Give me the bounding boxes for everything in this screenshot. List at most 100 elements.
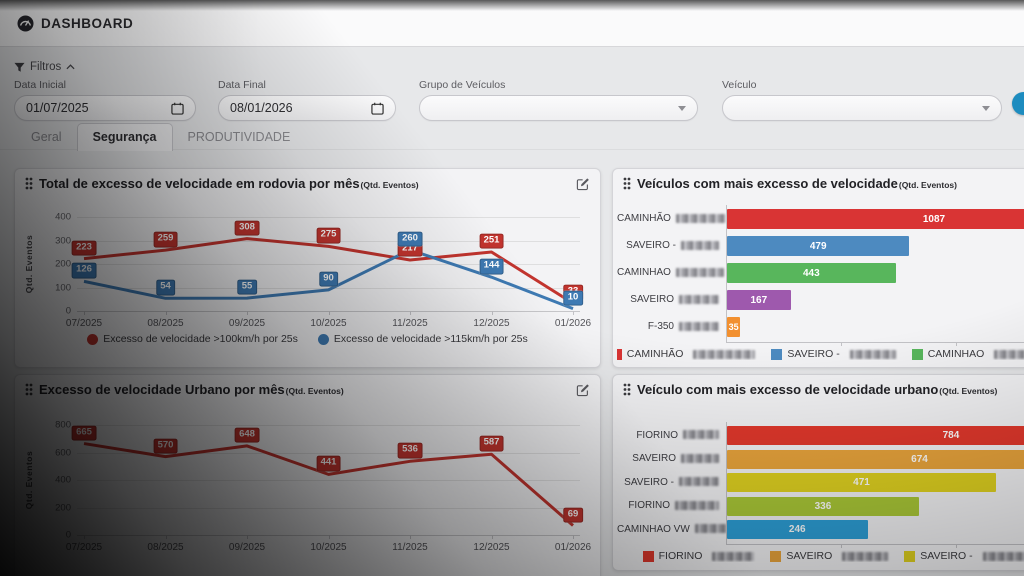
vehicle-group-select[interactable]: [419, 95, 698, 121]
edit-chart-button[interactable]: [576, 177, 590, 191]
bar-category-prefix: CAMINHAO: [617, 267, 671, 278]
legend-swatch: [642, 550, 654, 562]
bar: 443: [727, 263, 896, 283]
bar-value-label: 674: [911, 453, 928, 465]
redacted-text: [712, 551, 755, 561]
bar-category-label: SAVEIRO: [617, 294, 719, 305]
bar-value-label: 784: [942, 430, 960, 441]
bar-category-label: SAVEIRO -: [617, 477, 719, 488]
data-point-label: 251: [479, 233, 504, 249]
data-point-label: 259: [153, 231, 178, 248]
bar-category-label: FIORINO: [617, 500, 719, 511]
date-end-value: 08/01/2026: [230, 101, 293, 115]
bar-category-prefix: F-350: [647, 321, 674, 332]
bar-category-label: SAVEIRO -: [617, 240, 719, 251]
chart-legend: Excesso de velocidade >100km/h por 25s Ex…: [19, 333, 596, 345]
date-end-input[interactable]: 08/01/2026: [218, 95, 396, 121]
bar: 674: [727, 449, 1024, 469]
x-axis-tick-label: 07/2025: [65, 318, 103, 329]
chart-title: Veículo com mais excesso de velocidade u…: [637, 382, 939, 397]
bar-x-axis: [726, 544, 1024, 545]
vehicle-group-label: Grupo de Veículos: [419, 79, 506, 91]
vehicle-select[interactable]: [722, 95, 1002, 121]
line-chart-urbano: 0 200 400 600 800 Qtd. Eventos 07/2025 08/2025 0…: [19, 403, 596, 576]
x-axis-tick-label: 12/2025: [473, 542, 510, 553]
brand: DASHBOARD: [17, 15, 133, 32]
drag-handle-icon[interactable]: [25, 177, 33, 190]
tab-bar: Geral Segurança PRODUTIVIDADE: [16, 123, 305, 151]
bar-value-label: 1087: [922, 213, 946, 225]
bar-category-prefix: CAMINHÃO: [617, 213, 671, 224]
panel-veiculos-rodovia: Veículos com mais excesso de velocidade …: [612, 168, 1024, 368]
x-axis-tick-label: 10/2025: [310, 542, 347, 553]
bar: 479: [727, 236, 910, 256]
bar-category-prefix: SAVEIRO: [630, 294, 674, 305]
data-point-label: 223: [71, 240, 97, 256]
date-end-field: Data Final 08/01/2026: [218, 79, 396, 121]
bar-category-prefix: CAMINHAO VW: [617, 523, 690, 535]
data-point-label: 126: [71, 262, 97, 279]
x-axis-tick-label: 09/2025: [228, 542, 266, 553]
drag-handle-icon[interactable]: [623, 383, 631, 396]
chart-title: Excesso de velocidade Urbano por mês: [39, 382, 285, 397]
data-point-label: 10: [563, 290, 583, 306]
panel-header: Excesso de velocidade Urbano por mês (Qt…: [25, 382, 590, 397]
bar-category-label: CAMINHAO VW: [617, 523, 741, 535]
edit-chart-button[interactable]: [576, 383, 590, 397]
bar-x-axis: [726, 342, 1024, 343]
redacted-text: [681, 240, 719, 250]
drag-handle-icon[interactable]: [623, 177, 631, 190]
chart-subtitle: (Qtd. Eventos): [285, 385, 344, 396]
data-point-label: 144: [479, 258, 504, 275]
date-start-input[interactable]: 01/07/2025: [14, 95, 196, 121]
data-point-label: 275: [316, 227, 341, 244]
tab-produtividade[interactable]: PRODUTIVIDADE: [187, 130, 291, 144]
tab-seguranca[interactable]: Segurança: [76, 123, 173, 151]
bar-category-label: CAMINHAO: [617, 267, 724, 278]
x-axis-tick: [841, 342, 843, 346]
bar-category-label: F-350: [617, 321, 719, 332]
vehicle-group-field: Grupo de Veículos: [419, 79, 698, 121]
redacted-text: [681, 453, 719, 463]
chevron-down-icon: [982, 105, 990, 111]
bar: 471: [727, 473, 997, 492]
legend-swatch: [770, 550, 782, 562]
legend-label: SAVEIRO -: [787, 348, 840, 360]
x-axis-tick: [955, 342, 957, 346]
legend-swatch: [617, 348, 622, 360]
data-point-label: 55: [237, 279, 257, 296]
bar-category-prefix: FIORINO: [628, 500, 670, 511]
calendar-icon[interactable]: [171, 102, 184, 115]
x-axis-tick-label: 08/2025: [147, 542, 184, 553]
legend-item: CAMINHÃO: [617, 348, 756, 360]
legend-swatch: [771, 348, 783, 360]
vehicle-field: Veículo: [722, 79, 1002, 121]
legend-label: SAVEIRO: [786, 550, 833, 562]
edit-pencil-icon: [576, 383, 589, 396]
filter-funnel-icon: [14, 62, 25, 72]
chevron-down-icon: [678, 105, 686, 111]
panel-header: Veículos com mais excesso de velocidade …: [623, 176, 1024, 191]
bar-category-label: SAVEIRO: [617, 453, 719, 464]
chart-subtitle: (Qtd. Eventos): [898, 179, 957, 190]
x-axis-tick-label: 12/2025: [473, 318, 510, 329]
bar-category-prefix: SAVEIRO -: [624, 476, 674, 488]
drag-handle-icon[interactable]: [25, 383, 33, 396]
redacted-text: [842, 551, 889, 561]
redacted-text: [679, 294, 719, 304]
filters-toggle[interactable]: Filtros: [14, 61, 75, 73]
apply-filters-button[interactable]: [1012, 92, 1024, 115]
redacted-text: [675, 213, 726, 223]
data-point-label: 54: [155, 279, 176, 296]
data-point-label: 441: [316, 455, 341, 472]
x-axis-tick: [841, 544, 843, 548]
legend-label: Excesso de velocidade >100km/h por 25s: [103, 333, 298, 345]
bar-value-label: 479: [809, 240, 827, 252]
bar-value-label: 35: [728, 322, 739, 332]
data-point-label: 587: [479, 435, 504, 452]
calendar-icon[interactable]: [371, 102, 384, 115]
line-series: [83, 442, 574, 527]
tab-geral[interactable]: Geral: [31, 130, 62, 144]
bar-category-label: CAMINHÃO: [617, 213, 726, 224]
